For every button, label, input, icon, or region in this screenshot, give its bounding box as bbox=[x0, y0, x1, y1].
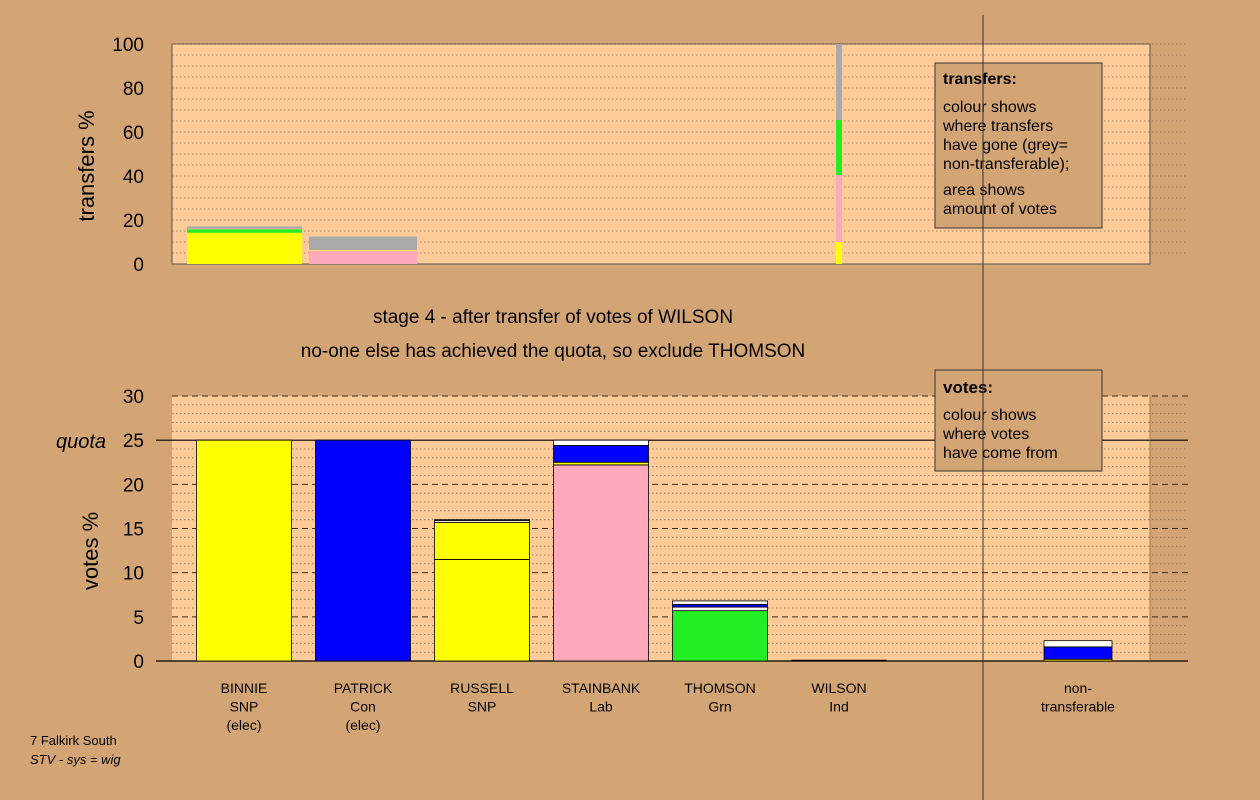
transfers-legend-line: colour shows bbox=[943, 99, 1036, 116]
transfers-legend-line: non-transferable); bbox=[943, 156, 1069, 173]
vote-bar-segment bbox=[672, 606, 768, 612]
votes-y-tick-label: 20 bbox=[123, 475, 144, 496]
constituency-label: 7 Falkirk South bbox=[30, 733, 117, 748]
candidate-label-line: RUSSELL bbox=[450, 680, 514, 696]
transfers-legend-title: transfers: bbox=[943, 71, 1017, 88]
candidate-label-line: Grn bbox=[708, 699, 731, 715]
candidate-label-line: Lab bbox=[589, 699, 613, 715]
vote-bar-segment bbox=[196, 439, 292, 662]
votes-legend-title: votes: bbox=[943, 378, 993, 397]
vote-bar-segment bbox=[553, 464, 649, 662]
transfer-bar-segment bbox=[187, 229, 302, 233]
transfers-y-tick-label: 80 bbox=[123, 79, 144, 100]
votes-legend-line: have come from bbox=[943, 445, 1058, 462]
transfer-bar-segment bbox=[836, 119, 842, 175]
votes-y-ticks: 0 5 10 15 20 25 30 bbox=[123, 387, 144, 673]
transfer-bar-segment bbox=[836, 44, 842, 120]
transfers-legend-line: area shows bbox=[943, 182, 1025, 199]
votes-legend-line: colour shows bbox=[943, 407, 1036, 424]
candidate-label-line: THOMSON bbox=[684, 680, 756, 696]
vote-bar-segment bbox=[553, 439, 649, 446]
exclusion-heading: no-one else has achieved the quota, so e… bbox=[301, 341, 806, 362]
candidate-labels: BINNIE SNP (elec) PATRICK Con (elec) RUSSELL SN… bbox=[221, 680, 1116, 733]
candidate-label-line: (elec) bbox=[345, 717, 380, 733]
transfers-y-tick-label: 20 bbox=[123, 211, 144, 232]
transfers-y-tick-label: 0 bbox=[133, 255, 144, 276]
transfers-y-tick-label: 60 bbox=[123, 123, 144, 144]
transfers-y-tick-label: 100 bbox=[112, 35, 144, 56]
votes-bars bbox=[196, 439, 1113, 662]
transfer-bar-segment bbox=[836, 242, 842, 264]
vote-bar-segment bbox=[434, 559, 530, 662]
votes-y-tick-label: 5 bbox=[133, 608, 144, 629]
candidate-label-line: WILSON bbox=[811, 680, 866, 696]
votes-y-tick-label: 30 bbox=[123, 387, 144, 408]
transfers-legend-line: amount of votes bbox=[943, 201, 1057, 218]
candidate-label-line: PATRICK bbox=[334, 680, 393, 696]
transfer-bar-segment bbox=[309, 250, 417, 264]
candidate-label-line: Ind bbox=[829, 699, 848, 715]
transfers-y-axis-label: transfers % bbox=[74, 110, 99, 221]
votes-legend: votes: colour shows where votes have com… bbox=[934, 369, 1103, 472]
candidate-label-line: non- bbox=[1064, 680, 1092, 696]
votes-y-tick-label: 15 bbox=[123, 520, 144, 541]
vote-bar-segment bbox=[672, 610, 768, 662]
transfer-bar-segment bbox=[187, 228, 302, 230]
transfers-legend: transfers: colour shows where transfers … bbox=[934, 62, 1103, 229]
transfer-bar-segment bbox=[309, 250, 417, 251]
transfers-legend-line: where transfers bbox=[942, 118, 1053, 135]
candidate-label-line: transferable bbox=[1041, 699, 1115, 715]
votes-y-tick-label: 10 bbox=[123, 564, 144, 585]
transfer-bar-segment bbox=[836, 174, 842, 242]
vote-bar-segment bbox=[434, 519, 530, 521]
transfer-bar-segment bbox=[309, 236, 417, 251]
votes-y-tick-label: 25 bbox=[123, 431, 144, 452]
candidate-label-line: Con bbox=[350, 699, 376, 715]
transfers-y-ticks: 0 20 40 60 80 100 bbox=[112, 35, 144, 276]
vote-bar-segment bbox=[553, 445, 649, 463]
transfer-bar-segment bbox=[187, 226, 302, 229]
stage-heading: stage 4 - after transfer of votes of WIL… bbox=[373, 307, 733, 328]
vote-bar-segment bbox=[434, 521, 530, 560]
transfers-y-tick-label: 40 bbox=[123, 167, 144, 188]
system-label: STV - sys = wig bbox=[30, 752, 121, 767]
vote-bar-segment bbox=[1043, 640, 1113, 648]
transfers-legend-line: have gone (grey= bbox=[943, 137, 1068, 154]
candidate-label-line: SNP bbox=[230, 699, 259, 715]
transfers-bars bbox=[187, 44, 842, 264]
candidate-label-line: STAINBANK bbox=[562, 680, 641, 696]
vote-bar-segment bbox=[672, 600, 768, 605]
votes-y-axis-label: votes % bbox=[78, 512, 103, 590]
transfer-bar-segment bbox=[187, 232, 302, 264]
vote-bar-segment bbox=[1043, 646, 1113, 660]
candidate-label-line: BINNIE bbox=[221, 680, 268, 696]
votes-y-tick-label: 0 bbox=[133, 652, 144, 673]
candidate-label-line: SNP bbox=[468, 699, 497, 715]
votes-legend-line: where votes bbox=[942, 426, 1029, 443]
vote-bar-segment bbox=[315, 439, 411, 662]
quota-label: quota bbox=[56, 431, 106, 453]
candidate-label-line: (elec) bbox=[226, 717, 261, 733]
